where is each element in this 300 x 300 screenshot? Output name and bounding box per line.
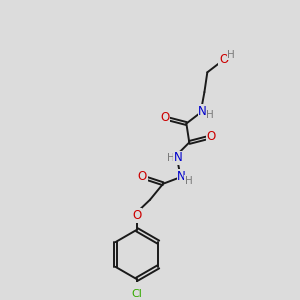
Text: H: H — [185, 176, 193, 186]
Text: Cl: Cl — [131, 289, 142, 299]
Text: O: O — [160, 111, 170, 124]
Text: N: N — [177, 170, 186, 183]
Text: O: O — [138, 170, 147, 183]
Text: O: O — [133, 209, 142, 222]
Text: H: H — [167, 153, 175, 163]
Text: H: H — [227, 50, 235, 60]
Text: N: N — [174, 152, 182, 164]
Text: O: O — [206, 130, 215, 143]
Text: H: H — [206, 110, 214, 120]
Text: O: O — [219, 53, 228, 66]
Text: N: N — [198, 104, 207, 118]
